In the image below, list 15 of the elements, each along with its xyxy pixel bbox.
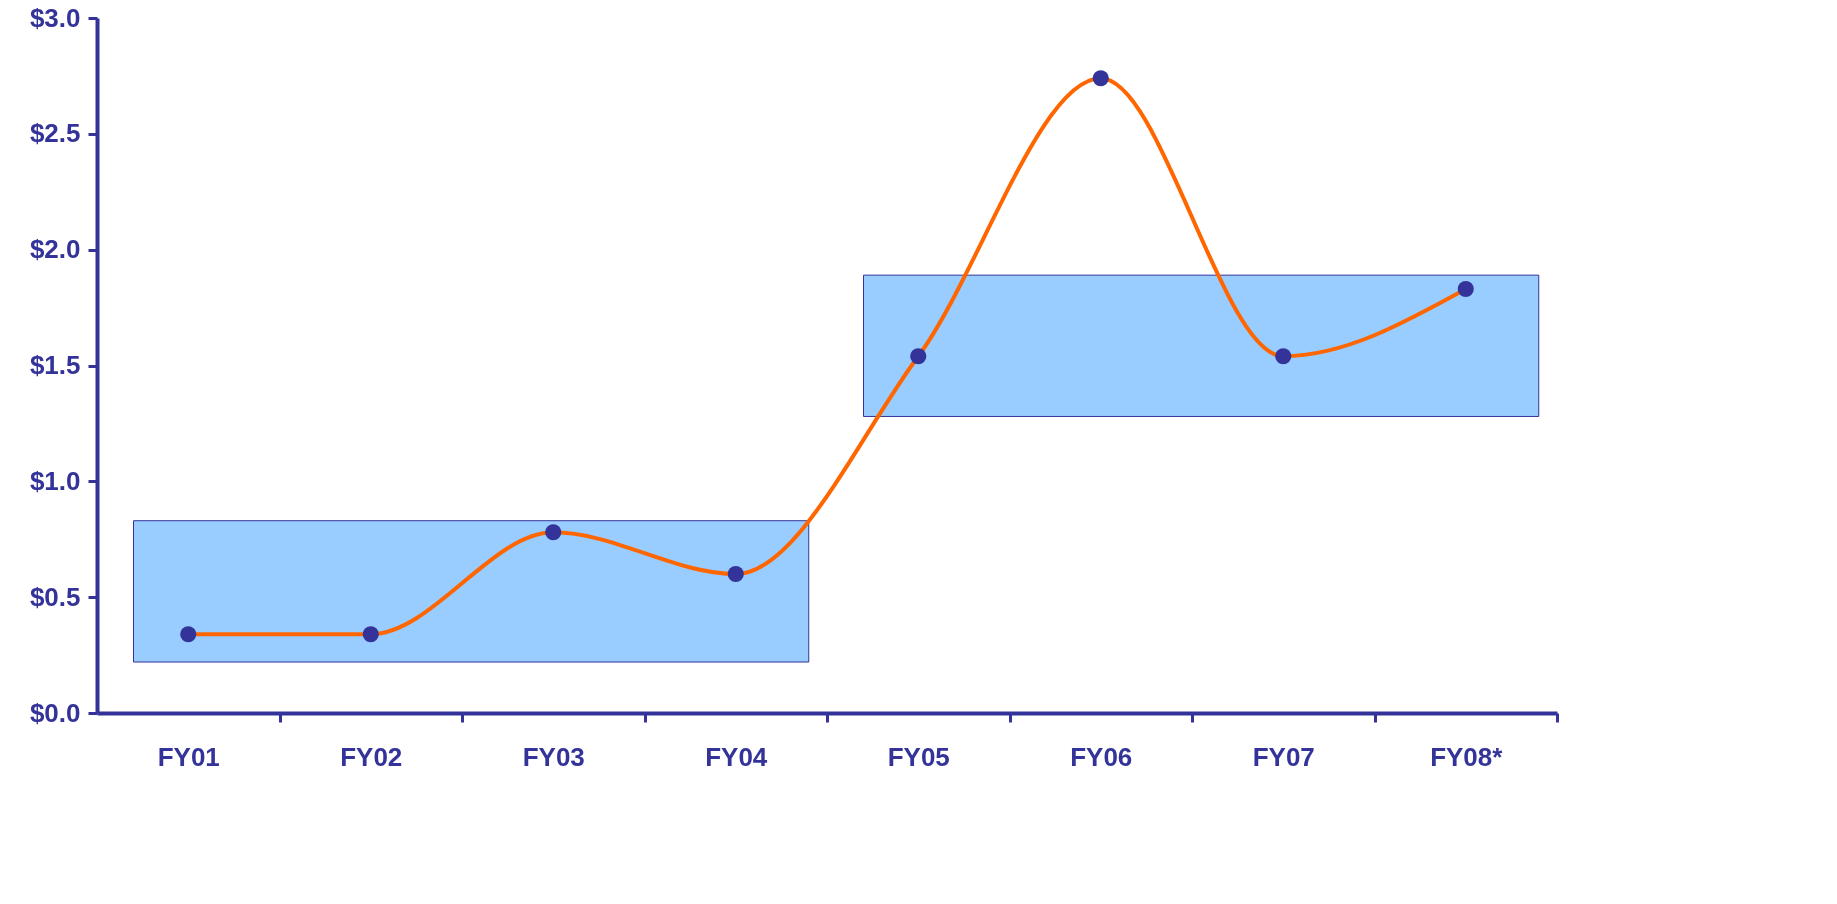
x-tick-label: FY04 (705, 741, 768, 772)
y-tick-label: $2.5 (29, 118, 81, 149)
x-tick-label: FY03 (522, 741, 585, 772)
y-tick-label: $1.5 (29, 350, 81, 380)
y-tick-label: $1.0 (29, 465, 81, 496)
x-tick-label: FY05 (887, 741, 950, 772)
x-tick-label: FY08* (1430, 741, 1504, 772)
x-tick-label: FY06 (1070, 741, 1133, 772)
y-tick-label: $0.5 (29, 581, 81, 612)
x-tick-label: FY01 (157, 741, 220, 772)
y-tick-label: $0.0 (29, 697, 81, 728)
x-tick-label: FY02 (340, 741, 403, 772)
y-tick-label: $3.0 (29, 2, 81, 33)
y-tick-label: $2.0 (29, 234, 81, 265)
x-tick-label: FY07 (1252, 741, 1315, 772)
